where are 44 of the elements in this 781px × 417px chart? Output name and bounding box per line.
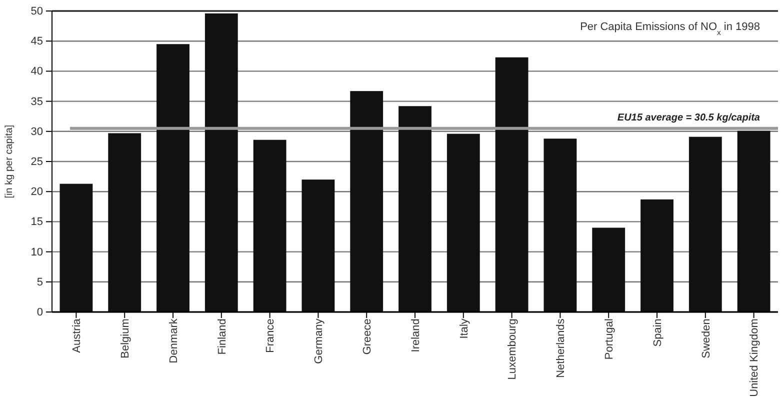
- bar: [60, 184, 93, 312]
- x-tick-label: Denmark: [168, 318, 180, 364]
- bar: [592, 228, 626, 312]
- x-tick-label: Germany: [313, 318, 326, 364]
- x-tick-label: Finland: [216, 318, 228, 355]
- y-tick-label: 35: [30, 96, 43, 108]
- y-tick-label: 25: [30, 156, 43, 168]
- bar: [253, 140, 286, 312]
- y-tick-label: 50: [30, 6, 43, 18]
- y-tick-label: 10: [30, 246, 43, 258]
- bar: [446, 134, 480, 312]
- x-tick-label: Austria: [71, 318, 84, 353]
- x-tick-label: United Kingdom: [748, 318, 761, 397]
- x-tick-label: Ireland: [410, 318, 422, 352]
- y-tick-label: 45: [30, 36, 43, 48]
- x-tick-label: Netherlands: [555, 318, 568, 378]
- bar: [544, 138, 577, 312]
- bar: [398, 106, 432, 312]
- ref-line-label: EU15 average = 30.5 kg/capita: [617, 112, 760, 124]
- y-tick-label: 0: [36, 306, 43, 319]
- text: Per Capita Emissions of NO$_{x}$ in 1998: [580, 21, 760, 36]
- bar: [204, 13, 238, 312]
- x-tick-label: Belgium: [119, 318, 132, 358]
- bar: [688, 136, 722, 312]
- bar: [737, 130, 770, 312]
- y-tick-label: 40: [30, 66, 43, 78]
- bar: [640, 199, 674, 312]
- bar: [156, 44, 190, 312]
- y-tick-label: 5: [36, 276, 43, 288]
- y-axis-title: [in kg per capita]: [4, 124, 15, 198]
- x-tick-label: Greece: [361, 318, 374, 355]
- x-tick-label: Spain: [652, 318, 664, 347]
- x-tick-label: France: [264, 318, 277, 353]
- x-tick-label: Portugal: [603, 318, 616, 360]
- x-tick-label: Luxembourg: [506, 318, 519, 380]
- bar: [350, 91, 384, 312]
- bar: [495, 57, 528, 312]
- y-tick-label: 20: [30, 186, 43, 198]
- x-tick-label: Italy: [458, 318, 470, 339]
- bar: [108, 133, 142, 312]
- y-tick-label: 15: [30, 216, 43, 228]
- y-tick-label: 30: [30, 126, 43, 138]
- bar: [302, 180, 335, 312]
- x-tick-label: Sweden: [700, 318, 712, 358]
